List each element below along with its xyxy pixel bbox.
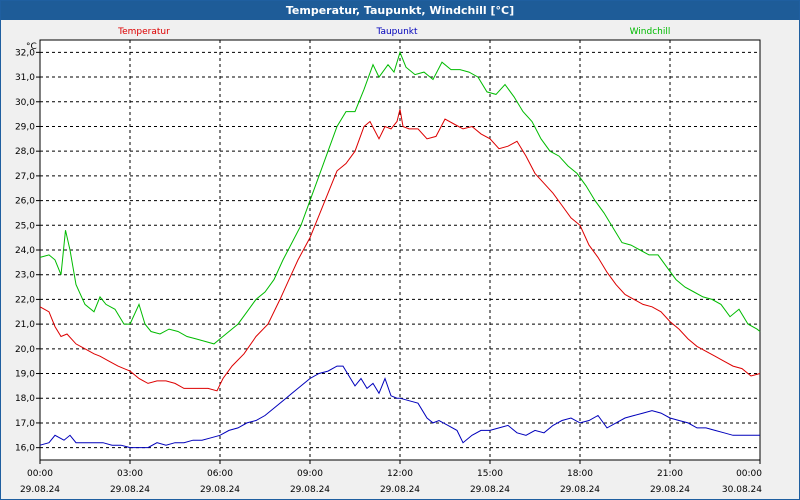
x-tick-time: 06:00	[207, 469, 233, 479]
x-tick-time: 00:00	[736, 469, 762, 479]
x-tick-date: 30.08.24	[722, 485, 762, 495]
y-tick-label: 21,0	[15, 320, 35, 330]
y-tick-label: 32,0	[15, 48, 35, 58]
x-tick-time: 15:00	[477, 469, 503, 479]
x-axis: 00:00 29.08.24 03:00 29.08.24 06:00 29.08.24 0…	[20, 460, 762, 495]
x-tick-time: 21:00	[657, 469, 683, 479]
y-tick-label: 24,0	[15, 246, 35, 256]
y-tick-label: 26,0	[15, 197, 35, 207]
x-tick-time: 03:00	[117, 469, 143, 479]
legend: Temperatur Taupunkt Windchill	[117, 27, 670, 37]
legend-item-taupunkt: Taupunkt	[375, 27, 418, 37]
series-line-windchill	[39, 50, 761, 345]
y-tick-label: 29,0	[15, 122, 35, 132]
y-tick-label: 22,0	[15, 295, 35, 305]
series-line-taupunkt	[39, 365, 760, 449]
x-tick-date: 29.08.24	[380, 485, 420, 495]
x-tick-date: 29.08.24	[470, 485, 510, 495]
y-tick-label: 20,0	[15, 345, 35, 355]
y-tick-label: 25,0	[15, 221, 35, 231]
window-title: Temperatur, Taupunkt, Windchill [°C]	[1, 1, 799, 20]
y-tick-label: 31,0	[15, 73, 35, 83]
y-tick-label: 17,0	[15, 419, 35, 429]
legend-item-windchill: Windchill	[630, 27, 671, 37]
x-tick-date: 29.08.24	[20, 485, 60, 495]
x-tick-date: 29.08.24	[110, 485, 150, 495]
y-tick-label: 27,0	[15, 172, 35, 182]
y-tick-label: 23,0	[15, 271, 35, 281]
y-axis: 16,0 17,0 18,0 19,0 20,0 21,0 22,0 23,0 24,0 25,0…	[15, 48, 40, 454]
x-tick-time: 18:00	[567, 469, 593, 479]
x-tick-date: 29.08.24	[650, 485, 690, 495]
x-tick-date: 29.08.24	[560, 485, 600, 495]
legend-item-temperatur: Temperatur	[117, 27, 170, 37]
x-tick-date: 29.08.24	[290, 485, 330, 495]
series-line-temperatur	[39, 109, 761, 392]
x-tick-time: 00:00	[27, 469, 53, 479]
y-tick-label: 30,0	[15, 98, 35, 108]
x-tick-time: 12:00	[387, 469, 413, 479]
x-tick-date: 29.08.24	[200, 485, 240, 495]
y-tick-label: 18,0	[15, 394, 35, 404]
y-unit-label: °C	[26, 42, 37, 52]
y-tick-label: 19,0	[15, 370, 35, 380]
series-group	[39, 50, 761, 449]
y-tick-label: 28,0	[15, 147, 35, 157]
grid-lines	[40, 40, 760, 460]
y-tick-label: 16,0	[15, 444, 35, 454]
x-tick-time: 09:00	[297, 469, 323, 479]
